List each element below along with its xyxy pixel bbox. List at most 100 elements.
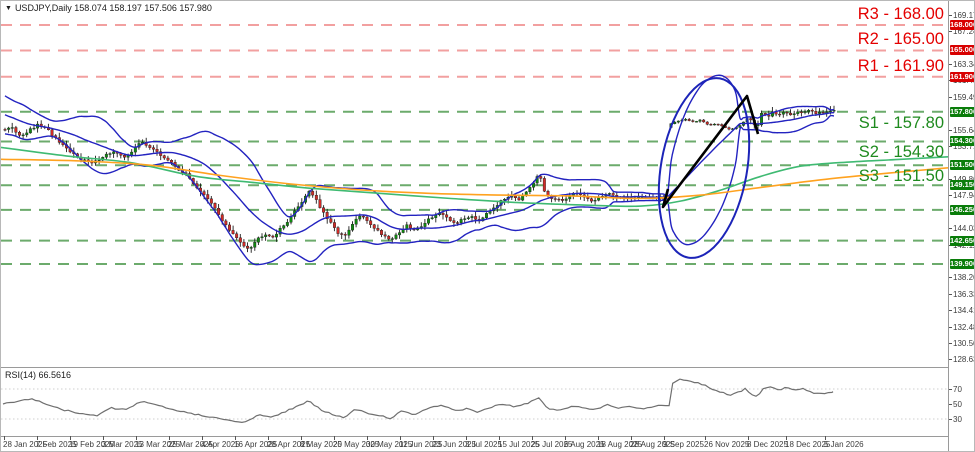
price-tick-mark — [949, 96, 952, 98]
price-tick-label: 134.410 — [953, 306, 974, 316]
date-label: 25 Mar 2025 — [168, 440, 213, 449]
bollinger-bands — [4, 74, 835, 266]
date-tick-mark — [664, 436, 665, 440]
ma-fast-line — [1, 146, 948, 208]
price-tick-label: 147.940 — [953, 191, 974, 201]
date-tick-mark — [70, 436, 71, 440]
support-label-s3: S3 - 151.50 — [858, 167, 944, 186]
date-tick-mark — [202, 436, 203, 440]
date-tick-mark — [433, 436, 434, 440]
date-label: 28 Apr 2025 — [267, 440, 311, 449]
date-tick-mark — [786, 436, 787, 440]
date-label: 26 Nov 2025 — [704, 440, 750, 449]
date-label: 8 Dec 2025 — [747, 440, 788, 449]
price-badge: 161.900 — [950, 71, 975, 82]
rsi-tick-mark — [949, 403, 952, 405]
date-tick-mark — [466, 436, 467, 440]
date-tick-mark — [367, 436, 368, 440]
rsi-tick-mark — [949, 418, 952, 420]
date-label: 6 Aug 2025 — [564, 440, 605, 449]
price-tick-mark — [949, 326, 952, 328]
date-label: 8 May 2025 — [300, 440, 342, 449]
date-label: 18 Aug 2025 — [597, 440, 642, 449]
date-tick-mark — [598, 436, 599, 440]
date-label: 9 Sep 2025 — [663, 440, 704, 449]
date-label: 7 Feb 2025 — [36, 440, 77, 449]
date-label: 19 Feb 2025 — [69, 440, 114, 449]
price-badge: 142.650 — [950, 235, 975, 246]
price-tick-label: 128.635 — [953, 355, 974, 365]
date-tick-mark — [334, 436, 335, 440]
price-tick-mark — [949, 293, 952, 295]
support-label-s1: S1 - 157.80 — [858, 113, 944, 132]
price-badge: 151.500 — [950, 160, 975, 171]
date-label: 16 Apr 2025 — [234, 440, 278, 449]
date-tick-mark — [825, 436, 826, 440]
date-label: 25 Jul 2025 — [531, 440, 573, 449]
price-tick-mark — [949, 359, 952, 361]
date-tick-mark — [400, 436, 401, 440]
price-badge: 146.250 — [950, 204, 975, 215]
price-tick-mark — [949, 129, 952, 131]
date-label: 13 Mar 2025 — [135, 440, 180, 449]
price-tick-mark — [949, 30, 952, 32]
price-badge: 157.800 — [950, 106, 975, 117]
date-tick-mark — [705, 436, 706, 440]
price-tick-label: 159.490 — [953, 92, 974, 102]
date-tick-mark — [4, 436, 5, 440]
date-label: 23 Jun 2025 — [432, 440, 477, 449]
price-tick-mark — [949, 342, 952, 344]
price-tick-label: 138.260 — [953, 273, 974, 283]
date-tick-mark — [136, 436, 137, 440]
rsi-line — [2, 378, 834, 424]
date-tick-mark — [565, 436, 566, 440]
date-label: 3 Jul 2025 — [465, 440, 502, 449]
price-tick-mark — [949, 145, 952, 147]
price-tick-label: 155.640 — [953, 125, 974, 135]
price-badge: 154.300 — [950, 136, 975, 147]
price-chart-pane[interactable] — [1, 1, 948, 368]
rsi-tick-label: 30 — [953, 414, 962, 424]
date-tick-mark — [532, 436, 533, 440]
price-badge: 139.900 — [950, 258, 975, 269]
pane-separator[interactable] — [1, 367, 974, 368]
date-tick-mark — [748, 436, 749, 440]
price-tick-label: 149.865 — [953, 174, 974, 184]
price-axis[interactable]: 169.170167.245163.340161.415159.490155.6… — [948, 1, 975, 451]
symbol-ohlc-text: USDJPY,Daily 158.074 158.197 157.506 157… — [14, 3, 212, 13]
symbol-dropdown-icon[interactable]: ▼ — [5, 5, 12, 12]
price-tick-mark — [949, 64, 952, 66]
price-tick-mark — [949, 178, 952, 180]
price-tick-label: 130.560 — [953, 338, 974, 348]
rsi-indicator-pane[interactable] — [1, 368, 948, 436]
resistance-label-r1: R3 - 168.00 — [857, 4, 944, 23]
price-tick-label: 163.340 — [953, 60, 974, 70]
price-badge: 165.000 — [950, 45, 975, 56]
rsi-tick-label: 50 — [953, 399, 962, 409]
price-tick-mark — [949, 14, 952, 16]
support-label-s2: S2 - 154.30 — [858, 143, 944, 162]
date-tick-mark — [103, 436, 104, 440]
date-label: 28 Aug 2025 — [630, 440, 675, 449]
trendline-drawing[interactable] — [661, 94, 760, 209]
date-tick-mark — [37, 436, 38, 440]
price-tick-label: 153.715 — [953, 141, 974, 151]
price-tick-label: 136.335 — [953, 289, 974, 299]
date-tick-mark — [169, 436, 170, 440]
resistance-label-r2: R2 - 165.00 — [857, 30, 944, 49]
date-label: 11 Jun 2025 — [399, 440, 443, 449]
candlesticks — [3, 105, 836, 253]
rsi-tick-label: 70 — [953, 384, 962, 394]
price-tick-label: 167.245 — [953, 26, 974, 36]
date-label: 5 Jan 2026 — [824, 440, 864, 449]
price-tick-label: 144.035 — [953, 224, 974, 234]
ellipse-drawing[interactable] — [646, 71, 762, 265]
price-badge: 149.150 — [950, 180, 975, 191]
date-tick-mark — [499, 436, 500, 440]
time-axis[interactable]: 28 Jan 2025 7 Feb 2025 19 Feb 2025 3 Mar 20… — [1, 436, 948, 451]
ma-slow-line — [1, 158, 948, 200]
price-tick-mark — [949, 310, 952, 312]
rsi-indicator-label: RSI(14) 66.5616 — [5, 370, 72, 380]
date-label: 20 May 2025 — [333, 440, 380, 449]
